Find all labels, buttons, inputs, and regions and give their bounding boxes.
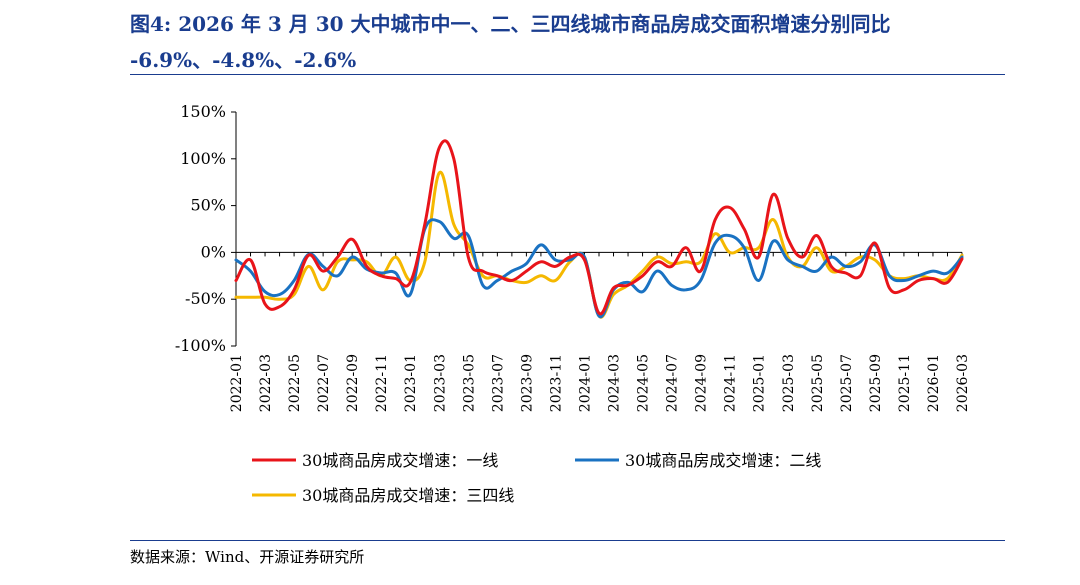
chart-axes: -100% -50% 0% 50% 100% 150% 2022-01 2022-03 2022…	[175, 102, 971, 412]
x-tick-label: 2024-01	[577, 354, 593, 412]
title-rule	[130, 74, 1005, 75]
x-tick-label: 2022-07	[316, 354, 332, 412]
x-tick-label: 2025-01	[752, 354, 768, 412]
x-tick-label: 2024-03	[607, 354, 623, 412]
x-tick-label: 2024-05	[636, 354, 652, 412]
figure-title-line2: -6.9%、-4.8%、-2.6%	[130, 48, 357, 72]
x-tick-label: 2023-01	[403, 354, 419, 412]
x-tick-label: 2023-03	[432, 354, 448, 412]
y-tick-label: -50%	[185, 289, 226, 308]
x-tick-label: 2026-01	[926, 354, 942, 412]
source-rule	[130, 540, 1005, 541]
x-tick-label: 2025-11	[897, 354, 913, 412]
y-tick-label: 50%	[190, 196, 226, 215]
x-tick-label: 2024-07	[665, 354, 681, 412]
x-tick-label: 2022-01	[229, 354, 245, 412]
x-tick-label: 2022-11	[374, 354, 390, 412]
y-tick-label: 0%	[201, 242, 226, 261]
series-line-1	[234, 139, 964, 316]
x-tick-label: 2025-03	[781, 354, 797, 412]
source-note: 数据来源：Wind、开源证券研究所	[130, 548, 365, 566]
x-tick-label: 2024-09	[694, 354, 710, 412]
y-tick-label: 150%	[180, 102, 226, 121]
figure-title: 图4: 2026 年 3 月 30 大中城市中一、二、三四线城市商品房成交面积增…	[130, 6, 1030, 78]
legend-label: 30城商品房成交增速：三四线	[302, 486, 514, 505]
y-tick-label: -100%	[175, 336, 226, 355]
x-tick-label: 2022-05	[287, 354, 303, 412]
figure-title-line1: 图4: 2026 年 3 月 30 大中城市中一、二、三四线城市商品房成交面积增…	[130, 12, 891, 36]
x-tick-label: 2023-07	[490, 354, 506, 412]
legend-label: 30城商品房成交增速：一线	[302, 451, 498, 470]
x-tick-label: 2023-09	[519, 354, 535, 412]
chart-legend: 30城商品房成交增速：一线 30城商品房成交增速：二线 30城商品房成交增速：三四线	[252, 451, 821, 505]
x-tick-label: 2022-03	[258, 354, 274, 412]
legend-label: 30城商品房成交增速：二线	[625, 451, 821, 470]
x-tick-label: 2022-09	[345, 354, 361, 412]
x-tick-label: 2025-05	[810, 354, 826, 412]
x-tick-label: 2023-05	[461, 354, 477, 412]
x-tick-label: 2026-03	[955, 354, 971, 412]
x-tick-label: 2025-07	[839, 354, 855, 412]
x-tick-label: 2023-11	[548, 354, 564, 412]
y-tick-label: 100%	[180, 149, 226, 168]
x-tick-label: 2024-11	[723, 354, 739, 412]
line-chart: -100% -50% 0% 50% 100% 150% 2022-01 2022-03 2022…	[175, 102, 971, 505]
x-tick-label: 2025-09	[868, 354, 884, 412]
series-line-2	[234, 218, 964, 319]
chart-series	[234, 139, 964, 319]
